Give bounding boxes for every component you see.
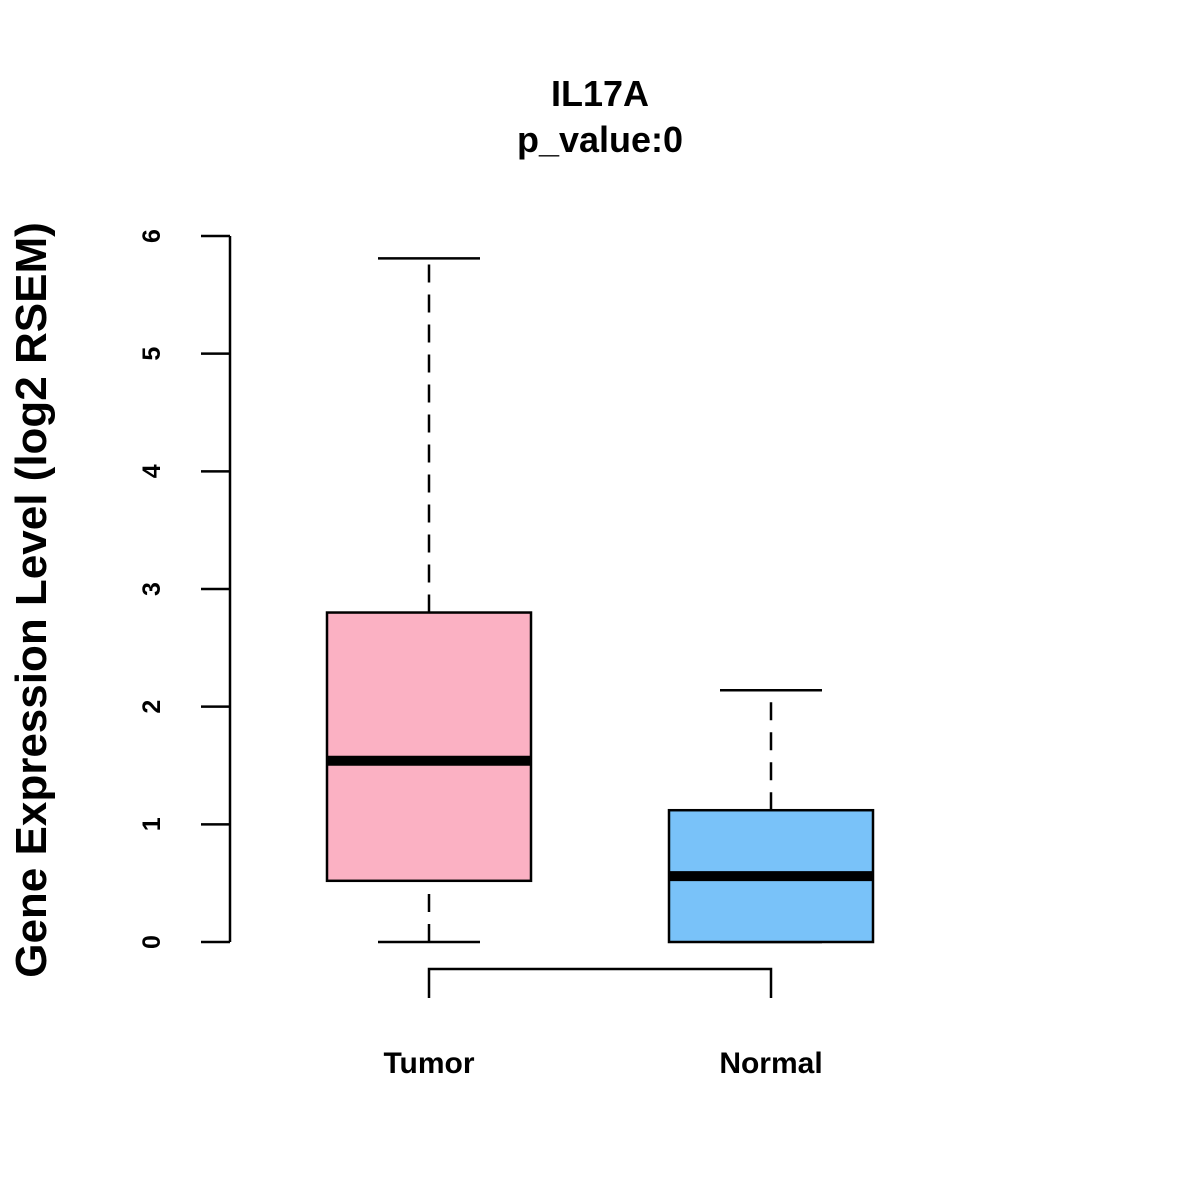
y-axis: 0 1 2 3 4 5 6 [138, 229, 232, 949]
iqr-box [325, 611, 533, 883]
chart-title: IL17A [551, 73, 649, 114]
y-tick-label: 1 [138, 817, 166, 831]
y-tick-label: 0 [138, 935, 166, 949]
boxes [325, 257, 875, 944]
y-tick-label: 3 [138, 582, 166, 596]
category-label-normal: Normal [719, 1047, 822, 1080]
category-label-tumor: Tumor [383, 1047, 474, 1080]
y-tick-label: 6 [138, 229, 166, 243]
comparison-bracket [427, 967, 773, 998]
box-normal [667, 688, 875, 944]
bracket-line [427, 967, 773, 998]
y-tick-label: 2 [138, 700, 166, 714]
category-labels: Tumor Normal [383, 1047, 822, 1080]
y-tick-label: 5 [138, 347, 166, 361]
box-tumor [325, 257, 533, 944]
y-axis-label: Gene Expression Level (log2 RSEM) [7, 222, 56, 978]
chart-subtitle: p_value:0 [517, 119, 683, 160]
y-tick-label: 4 [138, 464, 166, 478]
